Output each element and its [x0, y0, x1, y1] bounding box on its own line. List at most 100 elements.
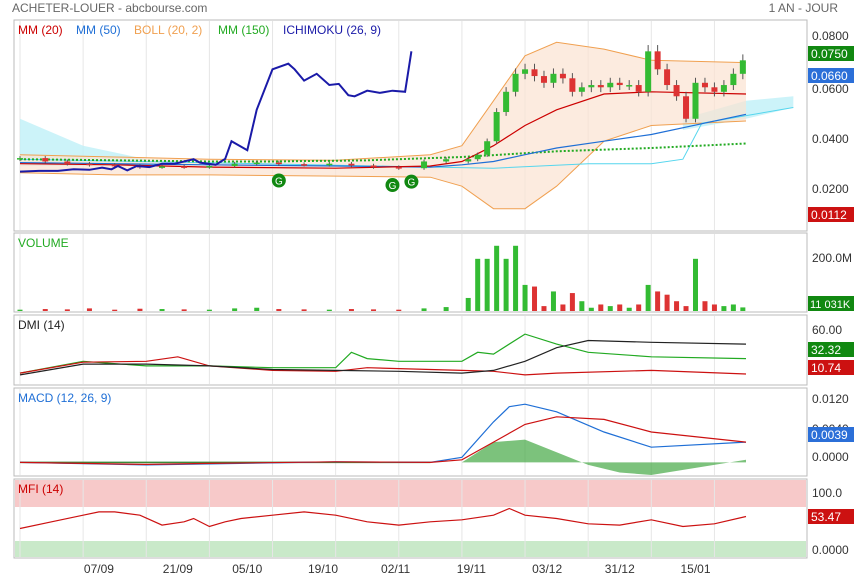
volume-bar: [560, 304, 566, 311]
volume-bar: [64, 309, 70, 311]
candle: [512, 73, 519, 92]
volume-bar: [475, 258, 481, 311]
volume-bar: [137, 308, 143, 311]
y-tick-label: 100.0: [812, 486, 842, 500]
volume-bar: [503, 258, 509, 311]
volume-bar: [541, 306, 547, 311]
volume-bar: [740, 307, 746, 311]
volume-bar: [326, 309, 332, 311]
candle: [231, 163, 238, 166]
volume-bar: [664, 294, 670, 311]
dmi-minus-value: 10.74: [811, 361, 841, 375]
x-tick-label: 31/12: [605, 562, 635, 576]
candle: [531, 69, 538, 77]
bollinger-lower-line: [19, 120, 747, 210]
volume-bar: [206, 309, 212, 311]
dmi-minus-line: [19, 356, 747, 376]
volume-bar: [532, 286, 538, 311]
x-tick-label: 02/11: [381, 562, 410, 576]
candle: [253, 162, 260, 165]
candle: [111, 164, 118, 167]
macd-value: 0.0039: [811, 428, 848, 442]
candle: [701, 82, 708, 88]
volume-bar: [254, 307, 260, 311]
low-badge: [808, 207, 854, 222]
dmi-plus-badge: [808, 342, 854, 357]
x-tick-label: 21/09: [163, 562, 193, 576]
signal-label: G: [389, 181, 397, 192]
candle: [181, 166, 188, 168]
candle: [326, 163, 333, 166]
macd-panel-frame: [13, 387, 808, 477]
dmi-title: DMI (14): [18, 318, 65, 332]
volume-bar: [674, 301, 680, 311]
panel-frames: [13, 19, 808, 559]
volume-title: VOLUME: [18, 236, 69, 250]
macd-line: [19, 403, 747, 466]
signal-label: G: [275, 177, 283, 188]
candle: [692, 82, 699, 119]
volume-bar: [711, 304, 717, 311]
dmi-minus-badge: [808, 360, 854, 375]
volume-bar: [730, 304, 736, 311]
candle: [17, 158, 23, 160]
volume-bar: [588, 307, 594, 311]
mfi-badge: [808, 509, 854, 524]
y-tick-label: 200.0M: [812, 251, 852, 265]
legend-mm150: MM (150): [218, 23, 269, 37]
y-tick-label: 0.0120: [812, 392, 849, 406]
candle: [159, 166, 166, 168]
candle: [42, 158, 49, 162]
volume-bar: [655, 291, 661, 311]
volume-bar: [371, 309, 377, 311]
y-tick-label: 0.0800: [812, 29, 849, 43]
price-legend: MM (20) MM (50) BOLL (20, 2) MM (150) IC…: [18, 23, 381, 37]
volume-bar: [159, 309, 165, 311]
candle: [739, 60, 746, 74]
candle: [645, 51, 652, 92]
volume-bar: [598, 304, 604, 311]
dmi-plus-line: [19, 333, 747, 374]
y-tick-label: 0.0600: [812, 82, 849, 96]
candle: [64, 161, 71, 164]
legend-mm20: MM (20): [18, 23, 63, 37]
y-tick-label: 0.0200: [812, 182, 849, 196]
signal-label: G: [408, 178, 416, 189]
right-axis: 0.0800 0.0600 0.0400 0.0200 200.0M 60.00…: [812, 29, 852, 557]
candle: [588, 85, 595, 88]
high-badge-value: 0.0750: [811, 47, 848, 61]
candle: [443, 159, 450, 162]
value-badges: 0.0750 0.0660 0.0112 11 031K 32.32 10.74…: [808, 46, 854, 524]
volume-bar: [348, 309, 354, 311]
candle: [597, 85, 604, 88]
mfi-panel: [19, 507, 747, 530]
dmi-panel: [19, 333, 747, 376]
candle: [673, 85, 680, 97]
volume-bar: [702, 301, 708, 311]
candle: [395, 167, 402, 169]
macd-signal-line: [19, 416, 747, 466]
x-tick-label: 15/01: [680, 562, 710, 576]
volume-bar: [17, 309, 23, 311]
legend-ichimoku: ICHIMOKU (26, 9): [283, 23, 381, 37]
signal-marker: [385, 178, 400, 193]
macd-histogram: [461, 439, 746, 475]
candle: [654, 51, 661, 70]
volume-bar: [636, 304, 642, 311]
dmi-plus-value: 32.32: [811, 343, 841, 357]
candle: [206, 165, 213, 168]
candle: [493, 112, 500, 142]
volume-bar: [607, 306, 613, 311]
last-price-value: 0.0660: [811, 69, 848, 83]
mm150-line: [19, 142, 747, 163]
volume-bar: [484, 258, 490, 311]
candle: [474, 154, 481, 160]
volume-bar: [465, 297, 471, 311]
volume-bar: [522, 284, 528, 311]
volume-bar: [645, 284, 651, 311]
candle: [635, 85, 642, 92]
volume-bar: [232, 308, 238, 311]
volume-panel-frame: [13, 232, 808, 313]
candle: [559, 73, 566, 79]
